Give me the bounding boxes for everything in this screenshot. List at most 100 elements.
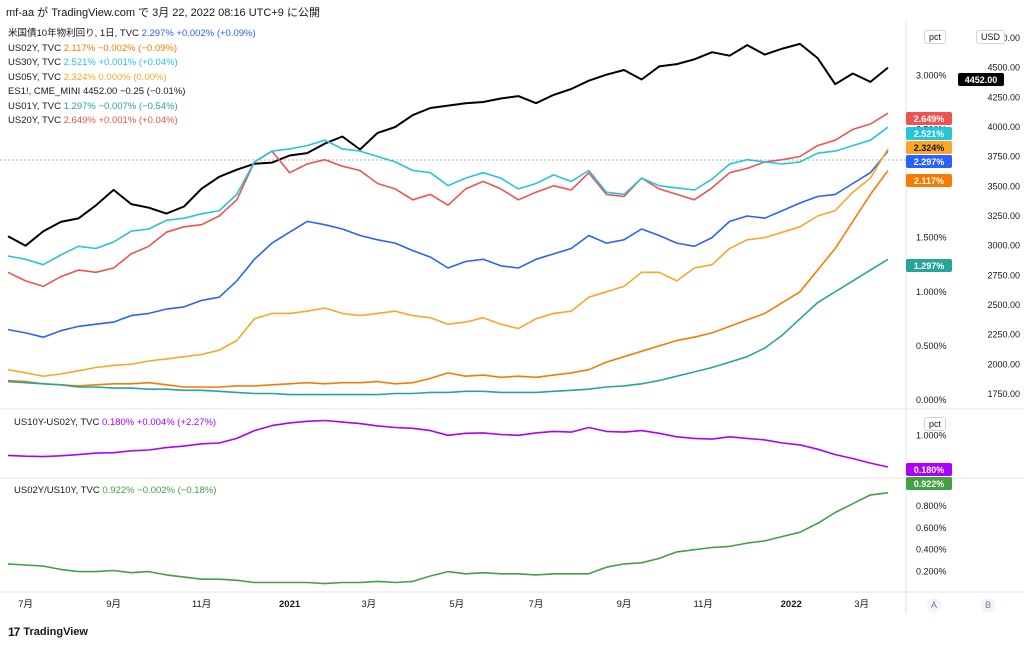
x-axis-tick: 3月: [361, 599, 376, 610]
ratio-axis-tick: 0.600%: [916, 523, 947, 533]
series-line-us30y: [7, 126, 889, 266]
x-axis-tick: 3月: [854, 599, 869, 610]
series-line-ratio: [7, 492, 889, 585]
price-tag-us10y-bg: [906, 155, 952, 168]
legend-spread-pane: US10Y-US02Y, TVC 0.180% +0.004% (+2.27%): [14, 416, 216, 431]
publish-header: mf-aa が TradingView.com で 3月 22, 2022 08…: [6, 7, 320, 19]
legend-symbol: US02Y, TVC: [8, 42, 64, 54]
right-axis-tick: 2500.00: [987, 300, 1020, 310]
right-axis-tick: 3000.00: [987, 241, 1020, 251]
right-axis-tick: 4500.00: [987, 63, 1020, 73]
legend-symbol: US01Y, TVC: [8, 100, 64, 112]
price-tag-us05y-bg: [906, 141, 952, 154]
x-axis-tick: 11月: [192, 599, 211, 610]
log-scale-button[interactable]: B: [981, 598, 995, 612]
legend-value: 2.324% 0.000% (0.00%): [63, 71, 167, 83]
legend-symbol: US02Y/US10Y, TVC: [14, 485, 103, 496]
price-tag-spread: 0.180%: [906, 463, 952, 476]
right-axis-tick: 4250.00: [987, 92, 1020, 102]
price-tag-us02y-bg: [906, 174, 952, 187]
x-axis-tick: 7月: [529, 599, 544, 610]
spread-axis-tick: 1.000%: [916, 430, 947, 440]
legend-value: 4452.00 −0.25 (−0.01%): [82, 86, 186, 97]
x-axis-tick: 11月: [694, 599, 713, 610]
ratio-axis-tick: 0.400%: [916, 545, 947, 555]
legend-value: 0.922% −0.002% (−0.18%): [102, 485, 217, 496]
series-lines: [7, 42, 889, 585]
series-line-us10y: [7, 150, 889, 339]
left-axis-tick: 1.000%: [916, 287, 947, 297]
legend-symbol: US10Y-US02Y, TVC: [14, 417, 103, 428]
price-tag-es1: 4452.00: [958, 73, 1004, 86]
left-axis-tick: 0.000%: [916, 395, 947, 405]
price-tag-ratio: 0.922%: [906, 477, 952, 490]
x-axis-tick: 9月: [106, 599, 121, 610]
price-tag-us20y-text: 2.649%: [914, 114, 945, 124]
right-axis-tick: 2000.00: [987, 359, 1020, 369]
legend-value: 2.117% −0.002% (−0.09%): [63, 42, 177, 54]
legend-symbol: US05Y, TVC: [8, 71, 64, 83]
left-axis-tick: 0.500%: [916, 341, 947, 351]
legend-row[interactable]: 米国債10年物利回り, 1日, TVC 2.297% +0.002% (+0.0…: [8, 27, 256, 42]
series-line-es1!: [7, 42, 889, 247]
right-axis-tick: 3500.00: [987, 181, 1020, 191]
legend-row[interactable]: US10Y-US02Y, TVC 0.180% +0.004% (+2.27%): [14, 416, 216, 431]
price-tags: 4452.00 2.649% 2.521% 2.297% 2.324% 2.117% 1.2…: [906, 73, 1004, 490]
price-tag-us30y-bg: [906, 127, 952, 140]
legend-value: 2.297% +0.002% (+0.09%): [141, 28, 256, 39]
x-axis-tick: 2022: [781, 599, 802, 610]
footer-brand-text: TradingView: [23, 626, 88, 638]
right-axis-tick: 4000.00: [987, 122, 1020, 132]
x-axis-tick: 7月: [18, 599, 33, 610]
price-tag-us02y-text: 2.117%: [914, 176, 944, 186]
legend-row[interactable]: US20Y, TVC 2.649% +0.001% (+0.04%): [8, 114, 256, 129]
tradingview-logo-icon: 17: [8, 625, 20, 639]
legend-row[interactable]: US02Y, TVC 2.117% −0.002% (−0.09%): [8, 42, 256, 57]
price-tag-spread-bg: [906, 463, 952, 476]
legend-row[interactable]: US05Y, TVC 2.324% 0.000% (0.00%): [8, 71, 256, 86]
price-tag-us05y: 2.324%: [906, 141, 952, 154]
x-axis-tick: 5月: [449, 599, 464, 610]
unit-label-pct-mid[interactable]: pct: [924, 417, 947, 431]
series-line-us05y: [7, 148, 889, 378]
price-tag-us01y: 1.297%: [906, 259, 952, 272]
legend-value: 2.649% +0.001% (+0.04%): [63, 115, 178, 126]
right-axis-tick: 2750.00: [987, 270, 1020, 280]
price-tag-us05y-text: 2.324%: [914, 143, 945, 153]
left-axis-tick: 3.000%: [916, 70, 947, 80]
legend-symbol: ES1!, CME_MINI: [8, 86, 83, 97]
price-tag-ratio-text: 0.922%: [914, 479, 945, 489]
price-tag-us10y: 2.297%: [906, 155, 952, 168]
x-axis-tick: 9月: [617, 599, 632, 610]
legend-ratio-pane: US02Y/US10Y, TVC 0.922% −0.002% (−0.18%): [14, 484, 216, 499]
right-axis-tick: 3750.00: [987, 152, 1020, 162]
pane-separators: [0, 20, 1024, 614]
right-axis-tick: 1750.00: [987, 389, 1020, 399]
legend-symbol: US20Y, TVC: [8, 115, 64, 126]
right-axis-tick: 2250.00: [987, 330, 1020, 340]
footer-brand[interactable]: 17 TradingView: [8, 625, 88, 639]
series-line-us20y: [7, 112, 889, 288]
auto-scale-button[interactable]: A: [927, 598, 941, 612]
legend-row[interactable]: US01Y, TVC 1.297% −0.007% (−0.54%): [8, 100, 256, 115]
price-tag-us20y-bg: [906, 112, 952, 125]
legend-value: 0.180% +0.004% (+2.27%): [102, 417, 217, 428]
price-tag-ratio-bg: [906, 477, 952, 490]
price-tag-us01y-text: 1.297%: [914, 261, 945, 271]
legend-row[interactable]: ES1!, CME_MINI 4452.00 −0.25 (−0.01%): [8, 85, 256, 100]
ratio-axis-tick: 0.800%: [916, 501, 947, 511]
unit-label-pct-top[interactable]: pct: [924, 30, 947, 44]
price-tag-us30y: 2.521%: [906, 127, 952, 140]
left-axis-tick: 1.500%: [916, 233, 947, 243]
legend-symbol: 米国債10年物利回り, 1日, TVC: [8, 28, 142, 39]
series-line-spread: [7, 419, 889, 468]
price-tag-es1-text: 4452.00: [965, 75, 998, 85]
price-tag-spread-text: 0.180%: [914, 465, 945, 475]
legend-symbol: US30Y, TVC: [8, 57, 64, 68]
legend-value: 1.297% −0.007% (−0.54%): [63, 100, 178, 112]
legend-row[interactable]: US02Y/US10Y, TVC 0.922% −0.002% (−0.18%): [14, 484, 216, 499]
ratio-axis-tick: 0.200%: [916, 567, 947, 577]
price-tag-us02y: 2.117%: [906, 174, 952, 187]
unit-label-usd[interactable]: USD: [976, 30, 1006, 44]
legend-row[interactable]: US30Y, TVC 2.521% +0.001% (+0.04%): [8, 56, 256, 71]
